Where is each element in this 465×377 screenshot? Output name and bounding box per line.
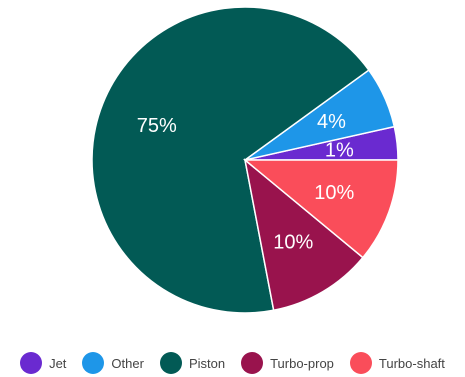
legend-item-turbo-shaft[interactable]: Turbo-shaft (349, 352, 445, 374)
legend-swatch-turbo-prop (241, 352, 264, 374)
slice-label-other: 4% (317, 111, 346, 133)
pie-slice-turbo-shaft[interactable] (242, 159, 399, 259)
legend-label-turbo-shaft: Turbo-shaft (378, 355, 445, 371)
legend: Jet Other Piston Turbo-prop Turbo-shaft (0, 352, 465, 374)
legend-item-turbo-prop[interactable]: Turbo-prop (241, 352, 334, 374)
legend-label-piston: Piston (188, 355, 226, 371)
pie-slice-turbo-prop[interactable] (243, 158, 364, 312)
pie-slice-piston[interactable] (91, 6, 370, 314)
legend-label-jet: Jet (49, 355, 67, 371)
legend-item-other[interactable]: Other (82, 352, 144, 374)
slice-label-jet: 1% (325, 140, 354, 162)
legend-swatch-other (82, 352, 105, 374)
slice-label-turbo-prop: 10% (273, 232, 313, 254)
slice-label-turbo-shaft: 10% (314, 182, 354, 204)
slice-label-piston: 75% (137, 115, 177, 137)
legend-label-other: Other (111, 355, 144, 371)
legend-swatch-turbo-shaft (349, 352, 372, 374)
legend-item-piston[interactable]: Piston (159, 352, 226, 374)
legend-swatch-piston (159, 352, 182, 374)
legend-label-turbo-prop: Turbo-prop (270, 355, 334, 371)
legend-swatch-jet (20, 352, 43, 374)
pie-svg: 1% 4% 75% 10% 10% (91, 6, 399, 314)
legend-item-jet[interactable]: Jet (20, 352, 66, 374)
